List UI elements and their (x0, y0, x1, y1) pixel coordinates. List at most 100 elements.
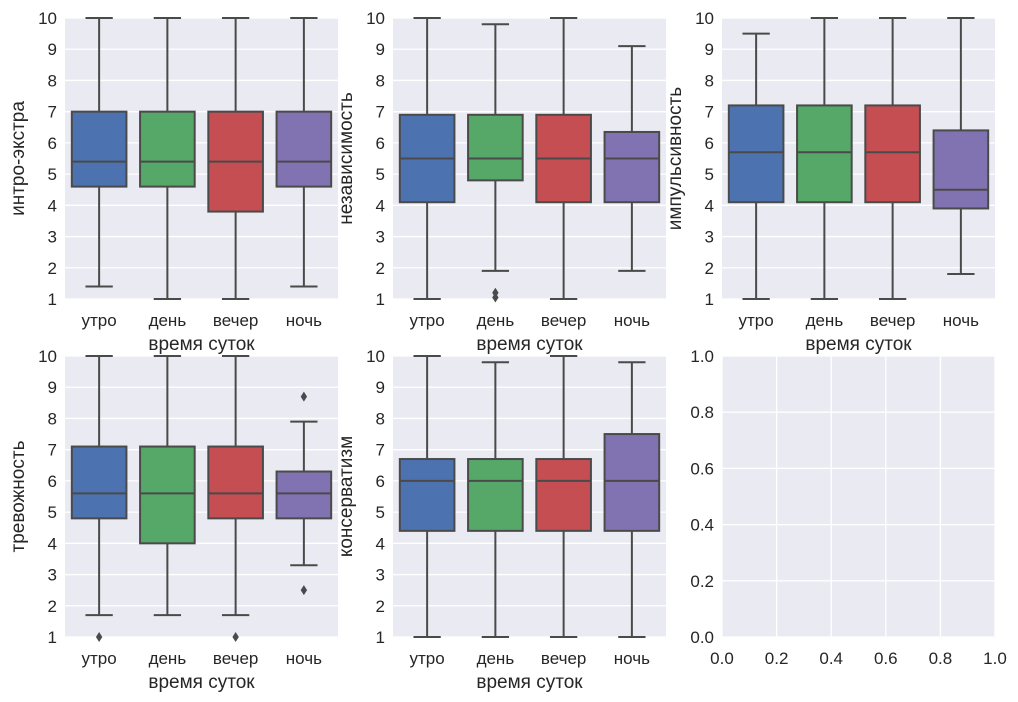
y-tick-label: 0.0 (690, 628, 714, 647)
box-ночь (603, 361, 661, 638)
box-ночь (275, 391, 333, 596)
y-tick-label: 3 (376, 228, 385, 247)
y-tick-label: 1 (705, 290, 714, 309)
y-tick-label: 4 (376, 534, 385, 553)
x-tick-label: утро (410, 649, 445, 668)
y-tick-label: 1 (48, 290, 57, 309)
x-tick-label: 1.0 (983, 649, 1007, 668)
plot-area-background (722, 356, 995, 637)
outlier-point (95, 632, 103, 642)
box-день (796, 17, 853, 300)
box-ночь (275, 17, 333, 288)
box-body (139, 110, 196, 188)
box-вечер (864, 17, 921, 300)
y-tick-label: 6 (376, 472, 385, 491)
box-утро (727, 32, 785, 300)
y-tick-label: 3 (48, 566, 57, 585)
y-tick-label: 2 (48, 597, 57, 616)
box-body (603, 130, 661, 204)
y-tick-label: 1 (376, 290, 385, 309)
y-axis-label: импульсивность (665, 87, 686, 231)
y-tick-label: 6 (705, 134, 714, 153)
x-axis-label: время суток (476, 334, 583, 355)
box-вечер (207, 355, 264, 642)
x-axis-label: время суток (148, 672, 255, 693)
x-tick-label: ночь (614, 311, 650, 330)
box-body (275, 110, 333, 188)
y-tick-label: 5 (48, 165, 57, 184)
y-tick-label: 10 (38, 347, 57, 366)
y-tick-label: 7 (48, 441, 57, 460)
x-axis-label: время суток (476, 672, 583, 693)
subplot-6: 0.0 0.2 0.4 0.6 0.8 1.0 0.0 0.2 0.4 0.6 0.8 1.0 (690, 347, 1006, 668)
box-утро (398, 355, 456, 638)
y-tick-label: 0.6 (690, 459, 714, 478)
box-body (139, 445, 196, 545)
box-body (207, 445, 264, 520)
x-tick-label: ночь (614, 649, 650, 668)
y-tick-label: 0.2 (690, 572, 714, 591)
y-tick-label: 7 (376, 441, 385, 460)
x-tick-label: вечер (541, 649, 587, 668)
box-body (70, 445, 128, 520)
outlier-point (232, 632, 239, 642)
y-tick-label: 9 (376, 40, 385, 59)
outlier-point (300, 391, 308, 402)
x-tick-label: день (806, 311, 844, 330)
x-tick-label: день (149, 649, 187, 668)
y-tick-label: 0.8 (690, 403, 714, 422)
y-tick-label: 8 (376, 409, 385, 428)
x-tick-label: ночь (286, 649, 322, 668)
box-утро (70, 355, 128, 642)
y-tick-label: 4 (48, 196, 57, 215)
y-tick-label: 10 (366, 347, 385, 366)
y-tick-label: 7 (705, 103, 714, 122)
subplot-1: 1 2 3 4 5 6 7 8 9 10 интро-экстра время суток утро де… (8, 9, 338, 355)
subplot-3: 1 2 3 4 5 6 7 8 9 10 импульсивность время суток утро… (665, 9, 995, 355)
x-tick-label: 0.2 (765, 649, 789, 668)
x-axis-label: время суток (805, 334, 912, 355)
y-tick-label: 1.0 (690, 347, 714, 366)
y-tick-label: 10 (38, 9, 57, 28)
x-tick-label: вечер (541, 311, 587, 330)
y-tick-label: 1 (376, 628, 385, 647)
box-body (275, 470, 333, 520)
x-tick-label: утро (739, 311, 774, 330)
y-axis-label: тревожность (8, 440, 29, 552)
box-body (398, 458, 456, 532)
box-body (932, 129, 990, 210)
y-tick-label: 4 (48, 534, 57, 553)
x-tick-label: день (477, 311, 515, 330)
y-tick-label: 5 (376, 503, 385, 522)
box-вечер (535, 355, 592, 638)
box-body (727, 104, 785, 204)
box-body (467, 113, 524, 182)
x-axis-label: время суток (148, 334, 255, 355)
y-axis-label: независимость (336, 92, 357, 225)
y-axis-label: интро-экстра (8, 101, 29, 216)
y-tick-label: 5 (48, 503, 57, 522)
x-tick-label: утро (82, 649, 117, 668)
x-tick-label: 0.0 (710, 649, 734, 668)
box-body (864, 104, 921, 204)
x-tick-label: 0.8 (929, 649, 953, 668)
y-tick-label: 0.4 (690, 516, 714, 535)
subplot-4: 1 2 3 4 5 6 7 8 9 10 тревожность время суток утро ден… (8, 347, 338, 693)
y-tick-label: 1 (48, 628, 57, 647)
box-день (139, 355, 196, 617)
y-tick-label: 10 (695, 9, 714, 28)
subplot-2: 1 2 3 4 5 6 7 8 9 10 независимость время суток утро д… (336, 9, 666, 355)
box-body (603, 433, 661, 532)
x-tick-label: ночь (286, 311, 322, 330)
y-tick-label: 6 (48, 134, 57, 153)
x-tick-label: 0.6 (874, 649, 898, 668)
y-tick-label: 4 (376, 196, 385, 215)
x-tick-label: ночь (943, 311, 979, 330)
box-утро (70, 17, 128, 288)
y-tick-label: 10 (366, 9, 385, 28)
x-tick-label: вечер (213, 649, 259, 668)
box-день (467, 361, 524, 638)
x-tick-label: 0.4 (819, 649, 843, 668)
box-вечер (535, 17, 592, 300)
